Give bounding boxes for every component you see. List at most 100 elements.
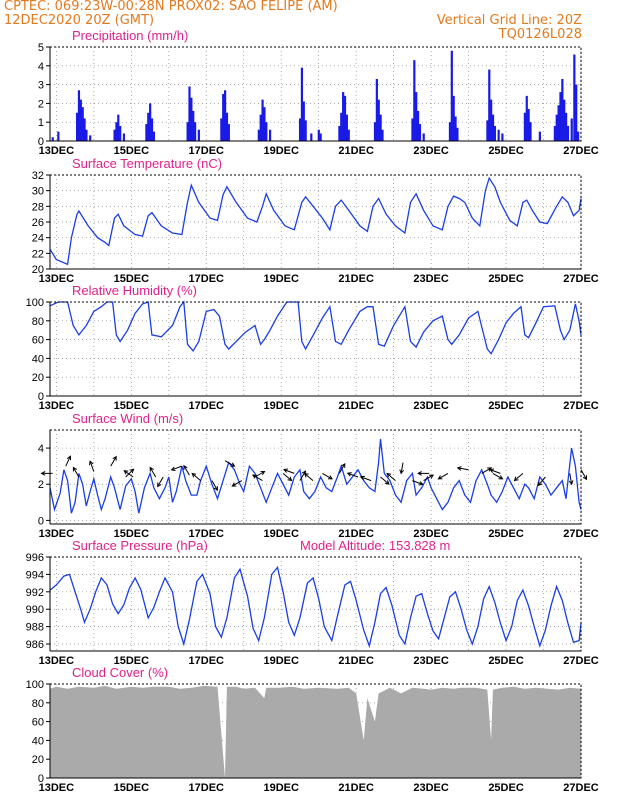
- x-tick-label: 17DEC: [189, 145, 225, 157]
- x-tick-label: 17DEC: [189, 528, 225, 540]
- header-date: 12DEC2020 20Z (GMT): [4, 13, 155, 28]
- x-tick-label: 13DEC: [39, 782, 75, 794]
- precip-bar: [570, 118, 573, 141]
- y-tick-label: 28: [32, 201, 44, 213]
- precip-bar: [563, 99, 566, 141]
- x-tick-label: 21DEC: [338, 655, 374, 667]
- wind-arrow: [386, 473, 396, 481]
- panel-frame: [49, 683, 582, 779]
- panel-frame: [49, 46, 582, 142]
- precip-bar: [577, 131, 580, 141]
- precip-bar: [197, 129, 200, 141]
- y-tick-label: 20: [32, 264, 44, 276]
- y-tick-label: 1: [38, 117, 44, 129]
- x-tick-label: 25DEC: [488, 528, 524, 540]
- wind-arrow: [481, 467, 492, 474]
- x-tick-label: 15DEC: [114, 273, 150, 285]
- wind-arrow-head: [157, 482, 162, 488]
- precip-bar: [375, 78, 378, 141]
- x-tick-label: 15DEC: [114, 145, 150, 157]
- header-grid-line: Vertical Grid Line: 20Z: [436, 13, 582, 28]
- x-tick-label: 25DEC: [488, 655, 524, 667]
- wind-arrow: [183, 465, 190, 476]
- x-tick-label: 21DEC: [338, 145, 374, 157]
- wind-arrow-head: [149, 466, 154, 472]
- wind-arrow-head: [429, 474, 434, 479]
- wind-arrow: [157, 476, 164, 487]
- wind-arrow-head: [384, 480, 390, 485]
- x-tick-label: 27DEC: [563, 400, 599, 412]
- precip-bar: [145, 124, 148, 141]
- y-tick-label: 80: [32, 316, 44, 328]
- precip-bar: [149, 103, 152, 141]
- precip-bar: [527, 109, 530, 141]
- y-tick-label: 4: [38, 443, 44, 455]
- wind-arrow: [123, 470, 134, 478]
- precip-bar: [561, 78, 564, 141]
- x-tick-label: 13DEC: [39, 145, 75, 157]
- wind-arrow-head: [346, 472, 352, 477]
- precip-bar: [493, 125, 497, 141]
- x-tick-label: 19DEC: [263, 273, 299, 285]
- precip-bar: [263, 107, 266, 141]
- wind-arrow: [338, 463, 346, 474]
- precip-bar: [565, 112, 568, 141]
- precip-bar: [268, 129, 272, 141]
- wind-arrow: [423, 474, 434, 482]
- x-tick-label: 25DEC: [488, 400, 524, 412]
- y-tick-label: 988: [26, 622, 44, 634]
- chart-title: Surface Wind (m/s): [72, 411, 183, 426]
- precip-bar: [225, 112, 229, 141]
- precip-bar: [347, 129, 350, 141]
- precip-bar: [319, 133, 322, 141]
- wind-arrow: [347, 472, 359, 478]
- precip-bar: [452, 95, 455, 141]
- panel-5: Cloud Cover (%) 13DEC 15DEC 17DEC 19DEC 21DEC…: [26, 665, 599, 794]
- precip-bar: [491, 114, 495, 141]
- x-tick-label: 27DEC: [563, 145, 599, 157]
- wind-arrow: [254, 471, 265, 478]
- precip-bar: [113, 129, 116, 141]
- x-tick-label: 23DEC: [413, 400, 449, 412]
- y-tick-label: 32: [32, 170, 44, 182]
- precip-bar: [119, 125, 122, 141]
- precip-bar: [573, 54, 576, 141]
- cloud-area: [50, 685, 581, 778]
- precip-bar: [194, 122, 197, 141]
- precip-bar: [83, 118, 86, 141]
- precip-bar: [497, 129, 500, 141]
- wind-arrow-head: [341, 463, 346, 468]
- wind-arrow-head: [191, 472, 197, 478]
- wind-arrow-head: [568, 480, 574, 486]
- wind-arrow-head: [287, 476, 293, 482]
- precip-bar: [257, 129, 260, 141]
- precip-bar: [575, 84, 578, 141]
- precip-bar: [150, 118, 154, 141]
- x-tick-label: 27DEC: [563, 528, 599, 540]
- wind-arrow-head: [213, 486, 218, 491]
- x-tick-label: 15DEC: [114, 400, 150, 412]
- wind-arrow-head: [487, 467, 493, 472]
- y-tick-label: 996: [26, 552, 44, 564]
- y-tick-label: 3: [38, 80, 44, 92]
- precip-bar: [298, 118, 302, 141]
- precip-bar: [152, 131, 156, 141]
- precip-bar: [373, 122, 377, 141]
- y-tick-label: 22: [32, 248, 44, 260]
- precip-bar: [188, 86, 191, 141]
- precip-bar: [220, 118, 223, 141]
- chart-annotation: Model Altitude: 153.828 m: [300, 538, 450, 553]
- x-tick-label: 19DEC: [263, 400, 299, 412]
- panel-frame: [49, 556, 582, 652]
- x-tick-label: 17DEC: [189, 782, 225, 794]
- wind-arrow-head: [251, 474, 257, 479]
- y-tick-label: 40: [32, 735, 44, 747]
- wind-arrow-head: [170, 466, 176, 471]
- wind-arrow: [282, 473, 292, 481]
- precip-bar: [559, 92, 562, 141]
- x-tick-label: 23DEC: [413, 273, 449, 285]
- precip-bar: [490, 99, 493, 141]
- x-tick-label: 25DEC: [488, 273, 524, 285]
- wind-arrow: [171, 465, 183, 471]
- y-tick-label: 24: [32, 233, 44, 245]
